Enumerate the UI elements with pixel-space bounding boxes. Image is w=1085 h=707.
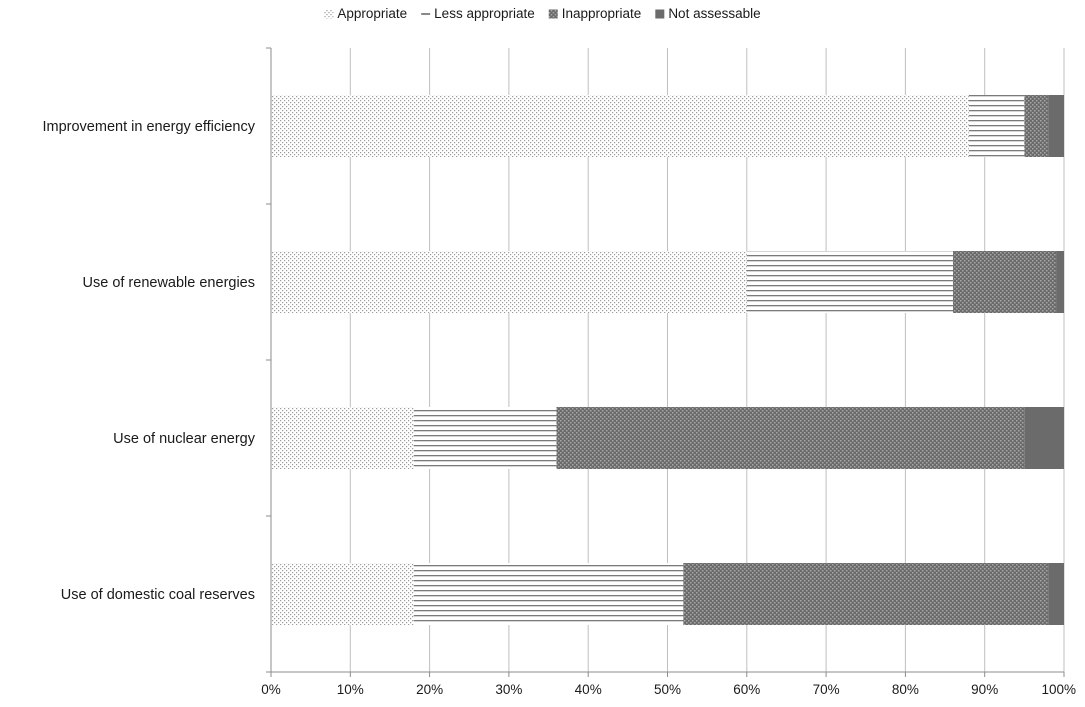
legend-label: Appropriate: [337, 6, 407, 21]
bar-segment-not-assessable: [1048, 563, 1064, 625]
legend-item-inappropriate: Inappropriate: [548, 6, 642, 21]
bar-segment-appropriate: [271, 251, 747, 313]
x-tick-label: 40%: [575, 682, 602, 697]
legend-swatch: [655, 9, 665, 19]
bar-segment-not-assessable: [1056, 251, 1064, 313]
legend-item-not-assessable: Not assessable: [655, 6, 761, 21]
x-tick-label: 70%: [813, 682, 840, 697]
legend-swatch: [324, 9, 334, 19]
legend-label: Inappropriate: [562, 6, 642, 21]
bar-segment-less-appropriate: [413, 407, 557, 469]
bar-segment-appropriate: [271, 407, 414, 469]
x-tick-label: 60%: [733, 682, 760, 697]
category-label: Use of domestic coal reserves: [61, 587, 255, 603]
category-label: Use of renewable energies: [83, 275, 256, 291]
legend-item-less-appropriate: Less appropriate: [421, 6, 535, 21]
bar-segment-less-appropriate: [746, 251, 953, 313]
x-tick-label: 30%: [495, 682, 522, 697]
legend-swatch: [548, 9, 558, 19]
bar-segment-not-assessable: [1024, 407, 1064, 469]
x-tick-label: 80%: [892, 682, 919, 697]
x-tick-label: 20%: [416, 682, 443, 697]
bar-segment-inappropriate: [1024, 95, 1049, 157]
category-label: Use of nuclear energy: [113, 431, 256, 447]
bar-segment-appropriate: [271, 563, 414, 625]
legend-item-appropriate: Appropriate: [324, 6, 407, 21]
bar-segment-appropriate: [271, 95, 969, 157]
bar-segment-inappropriate: [556, 407, 1025, 469]
bars: [271, 95, 1064, 625]
bar-segment-less-appropriate: [968, 95, 1025, 157]
bar-segment-less-appropriate: [413, 563, 684, 625]
legend-label: Not assessable: [668, 6, 760, 21]
x-tick-label: 90%: [971, 682, 998, 697]
axes: [266, 47, 1065, 677]
category-label: Improvement in energy efficiency: [42, 119, 255, 135]
bar-segment-not-assessable: [1048, 95, 1064, 157]
x-tick-label: 0%: [261, 682, 281, 697]
bar-segment-inappropriate: [683, 563, 1049, 625]
legend-label: Less appropriate: [434, 6, 535, 21]
x-tick-label: 50%: [654, 682, 681, 697]
x-tick-label: 100%: [1041, 682, 1076, 697]
bar-segment-inappropriate: [952, 251, 1057, 313]
x-tick-label: 10%: [337, 682, 364, 697]
category-labels: Improvement in energy efficiency Use of r…: [42, 119, 255, 603]
x-tick-labels: 0% 10% 20% 30% 40% 50% 60% 70% 80% 90% 100%: [261, 682, 1076, 697]
legend: Appropriate Less appropriate Inappropriate…: [324, 6, 761, 21]
